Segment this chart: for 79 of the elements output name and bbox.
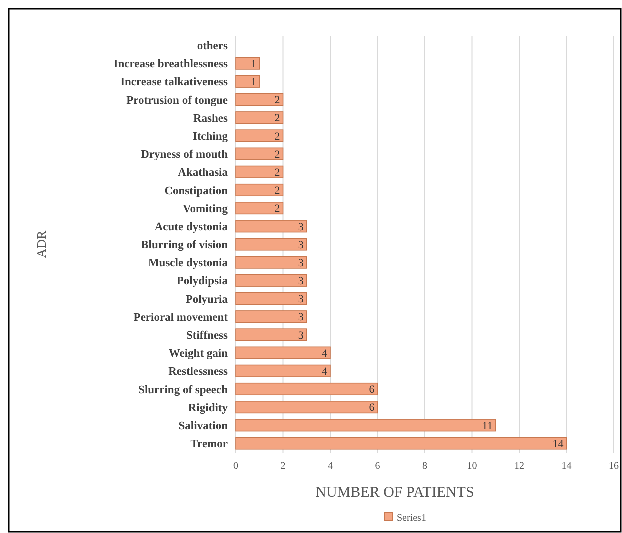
x-tick-label: 2 bbox=[280, 461, 286, 472]
y-tick-label: Rashes bbox=[193, 112, 229, 125]
bar bbox=[236, 328, 308, 342]
data-label: 4 bbox=[322, 348, 328, 360]
data-label: 3 bbox=[298, 312, 304, 324]
legend-label: Series1 bbox=[397, 513, 426, 524]
bar bbox=[236, 382, 378, 396]
data-label: 6 bbox=[369, 384, 376, 396]
y-tick-label: Weight gain bbox=[168, 348, 229, 360]
y-axis-title: ADR bbox=[34, 230, 49, 258]
bar bbox=[236, 364, 331, 378]
y-tick-label: Dryness of mouth bbox=[141, 149, 229, 162]
y-tick-label: Salivation bbox=[178, 420, 229, 432]
data-label: 3 bbox=[298, 257, 304, 270]
bar bbox=[236, 112, 284, 124]
bar bbox=[236, 346, 331, 360]
data-label: 1 bbox=[251, 58, 257, 70]
data-label: 3 bbox=[298, 221, 304, 234]
y-tick-label: Perioral movement bbox=[134, 312, 228, 324]
y-tick-label: Protrusion of tongue bbox=[126, 94, 228, 107]
y-tick-label: Restlessness bbox=[168, 366, 229, 378]
bar bbox=[236, 256, 308, 269]
data-label: 2 bbox=[274, 185, 280, 198]
y-tick-label: others bbox=[197, 40, 229, 53]
x-tick-label: 12 bbox=[514, 461, 524, 472]
y-tick-label: Increase talkativeness bbox=[120, 76, 229, 89]
y-tick-label: Slurring of speech bbox=[138, 384, 229, 396]
data-label: 6 bbox=[369, 402, 376, 414]
data-label: 14 bbox=[552, 438, 564, 450]
bar bbox=[236, 310, 308, 324]
x-axis-title: NUMBER OF PATIENTS bbox=[316, 485, 474, 501]
bar bbox=[236, 130, 284, 142]
y-tick-label: Akathasia bbox=[178, 167, 228, 180]
data-label: 3 bbox=[298, 239, 304, 252]
data-label: 2 bbox=[274, 148, 280, 161]
x-tick-label: 6 bbox=[375, 461, 380, 472]
data-label: 2 bbox=[274, 203, 280, 216]
y-tick-label: Blurring of vision bbox=[141, 240, 229, 252]
x-tick-label: 4 bbox=[328, 461, 333, 472]
x-tick-label: 14 bbox=[562, 461, 572, 472]
y-tick-label: Constipation bbox=[164, 185, 229, 198]
data-label: 2 bbox=[274, 94, 280, 107]
bar bbox=[236, 166, 284, 178]
bar bbox=[236, 184, 284, 197]
bar bbox=[236, 202, 284, 215]
data-label: 3 bbox=[298, 276, 304, 288]
y-tick-label: Itching bbox=[192, 130, 228, 143]
y-tick-label: Polydipsia bbox=[176, 276, 228, 288]
data-label: 2 bbox=[274, 166, 280, 179]
y-tick-label: Acute dystonia bbox=[154, 221, 228, 234]
bar bbox=[236, 238, 308, 251]
y-tick-label: Vomiting bbox=[183, 203, 228, 216]
y-tick-label: Rigidity bbox=[188, 402, 228, 414]
data-label: 3 bbox=[298, 330, 304, 342]
x-tick-label: 10 bbox=[467, 461, 478, 472]
data-label: 1 bbox=[251, 76, 257, 89]
bar bbox=[236, 220, 308, 233]
bar bbox=[236, 148, 284, 160]
bar bbox=[236, 75, 260, 88]
bar bbox=[236, 292, 308, 306]
bar bbox=[236, 419, 496, 432]
y-tick-label: Polyuria bbox=[186, 294, 228, 306]
data-label: 11 bbox=[482, 420, 493, 432]
y-tick-label: Muscle dystonia bbox=[148, 258, 228, 270]
x-tick-label: 16 bbox=[609, 461, 619, 472]
bar bbox=[236, 437, 568, 450]
bar bbox=[236, 401, 378, 414]
y-tick-label: Increase breathlessness bbox=[114, 58, 229, 71]
data-label: 2 bbox=[274, 130, 280, 143]
bar bbox=[236, 274, 308, 287]
data-label: 2 bbox=[274, 112, 280, 125]
bar bbox=[236, 57, 260, 70]
bar bbox=[236, 93, 284, 106]
y-tick-label: Tremor bbox=[190, 438, 228, 451]
x-tick-label: 0 bbox=[234, 461, 238, 472]
data-label: 3 bbox=[298, 294, 304, 306]
x-tick-label: 8 bbox=[422, 461, 428, 472]
y-tick-label: Stiffness bbox=[186, 330, 229, 342]
data-label: 4 bbox=[322, 366, 328, 378]
